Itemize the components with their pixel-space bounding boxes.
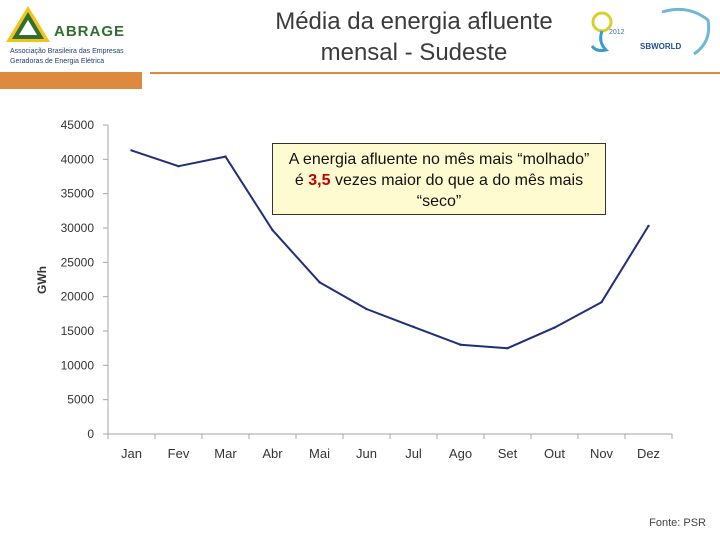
x-tick-label: Jan [121, 446, 142, 461]
abrage-logo: ABRAGE Associação Brasileira das Empresa… [4, 4, 144, 70]
callout-box: A energia afluente no mês mais “molhado”… [272, 143, 606, 215]
callout-line-1: A energia afluente no mês mais “molhado” [288, 151, 590, 168]
y-tick-label: 40000 [61, 152, 95, 166]
y-tick-label: 45000 [61, 118, 95, 132]
x-tick-label: Fev [168, 446, 190, 461]
source-note: Fonte: PSR [649, 517, 706, 529]
data-point [177, 165, 180, 168]
logo-subtitle-2: Geradoras de Energia Elétrica [10, 58, 105, 65]
event-year: 2012 [609, 29, 625, 36]
data-point [365, 307, 368, 311]
x-tick-label: Set [498, 446, 518, 461]
callout-line-2: é 3,5 vezes maior do que a do mês mais [273, 170, 605, 191]
data-point [130, 149, 133, 152]
x-tick-label: Nov [590, 446, 614, 461]
x-tick-label: Abr [262, 446, 283, 461]
x-tick-label: Mai [309, 446, 330, 461]
title-line-2: mensal - Sudeste [320, 39, 508, 66]
x-axis-ticks: Jan Fev Mar Abr Mai Jun Jul Ago Set Out Nov Dez [107, 434, 673, 461]
data-point [647, 224, 650, 228]
header-accent-block [0, 72, 142, 89]
series-line [131, 149, 650, 350]
series-layer [130, 149, 650, 350]
y-tick-label: 30000 [61, 221, 95, 235]
x-tick-label: Ago [449, 446, 472, 461]
sbworld-swirl-icon [661, 7, 711, 56]
y-axis-ticks: 0 5000 10000 15000 20000 25000 30000 35000 40000… [61, 118, 108, 441]
y-tick-label: 35000 [61, 187, 95, 201]
sbworld-mark: SBWORLD [640, 42, 682, 51]
title-line-1: Média da energia afluente [275, 8, 553, 35]
event-logos-graphic: SBWORLD 2012 [590, 7, 711, 56]
x-tick-label: Mar [214, 446, 237, 461]
slide-header: ABRAGE Associação Brasileira das Empresa… [0, 0, 720, 90]
slide-title: Média da energia afluente mensal - Sudes… [236, 6, 592, 68]
x-tick-label: Dez [637, 446, 660, 461]
data-point [318, 281, 321, 284]
y-tick-label: 20000 [61, 290, 95, 304]
logo-name: ABRAGE [54, 23, 126, 40]
x-tick-label: Out [544, 446, 565, 461]
y-tick-label: 0 [87, 427, 94, 441]
x-tick-label: Jun [356, 446, 377, 461]
event-logos: SBWORLD 2012 [578, 2, 718, 68]
x-tick-label: Jul [405, 446, 422, 461]
data-point [600, 300, 603, 304]
y-tick-label: 25000 [61, 255, 95, 269]
header-rule [150, 72, 720, 74]
data-point [224, 155, 227, 158]
water-drop-icon [590, 30, 610, 52]
y-axis-label: GWh [35, 266, 49, 294]
logo-subtitle-1: Associação Brasileira das Empresas [10, 48, 124, 55]
callout-line-2-post: vezes maior do que a do mês mais [330, 172, 584, 189]
y-tick-label: 15000 [61, 324, 95, 338]
line-chart: 0 5000 10000 15000 20000 25000 30000 35000 40000… [35, 118, 673, 461]
callout-ratio-value: 3,5 [308, 172, 331, 189]
data-point [553, 326, 556, 329]
data-point [506, 346, 509, 350]
data-point [459, 343, 462, 346]
data-point [412, 325, 415, 329]
data-point [271, 228, 274, 232]
y-tick-label: 10000 [61, 358, 95, 372]
y-tick-label: 5000 [67, 393, 94, 407]
abrage-triangle-icon [6, 6, 50, 42]
callout-line-2-pre: é [294, 172, 309, 189]
callout-line-3: “seco” [416, 193, 462, 210]
